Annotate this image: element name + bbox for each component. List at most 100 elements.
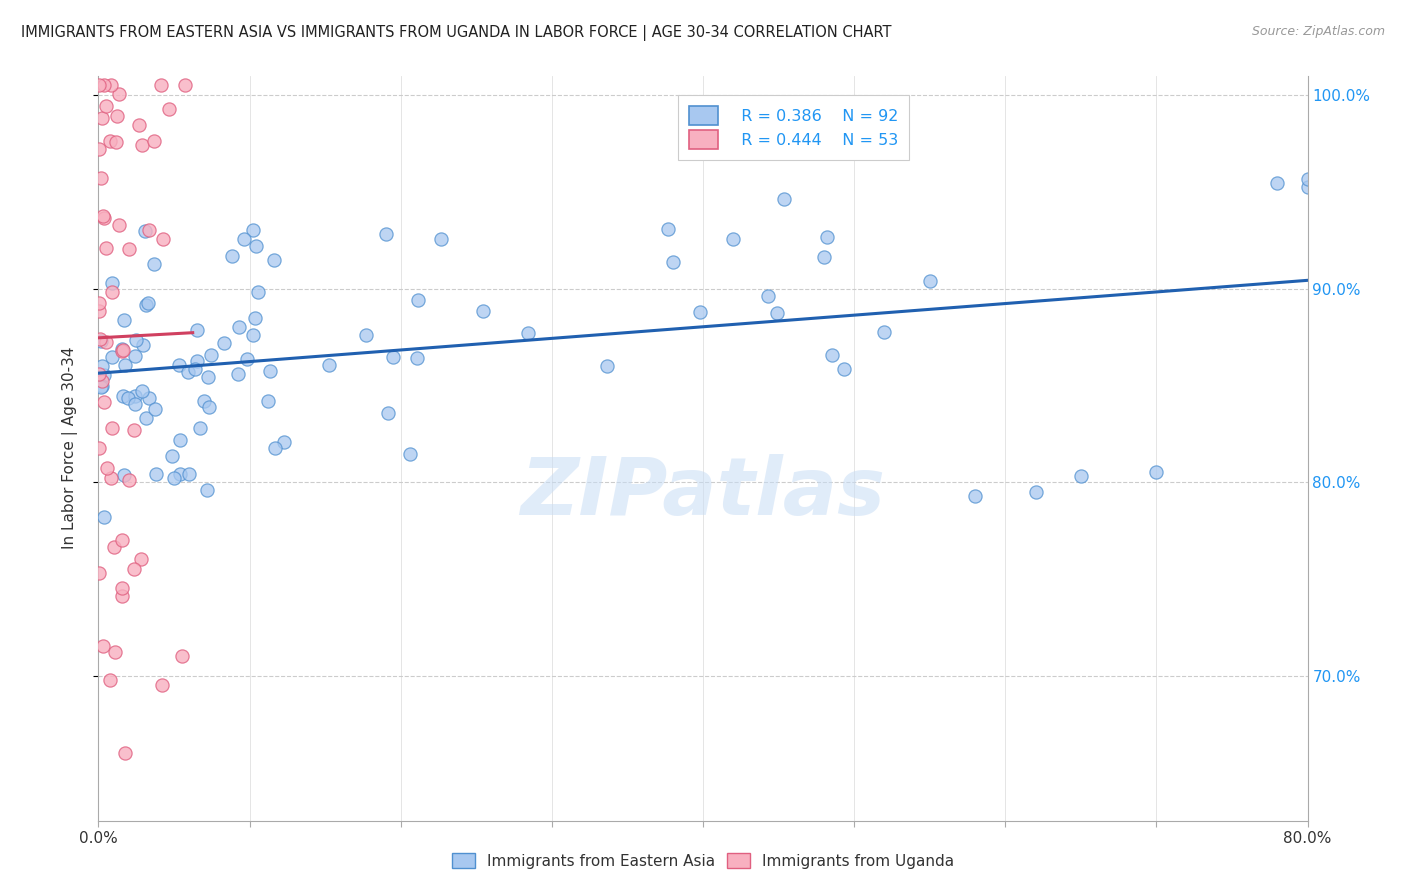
Point <box>198 401 221 415</box>
Point <box>100 471 122 485</box>
Point <box>142 134 165 148</box>
Point <box>377 406 399 420</box>
Point <box>96 334 118 349</box>
Point <box>89 367 111 381</box>
Point <box>169 358 191 372</box>
Point <box>89 78 111 93</box>
Point <box>195 483 218 497</box>
Point <box>1296 172 1319 186</box>
Point <box>163 471 186 485</box>
Point <box>114 358 136 372</box>
Point <box>135 411 157 425</box>
Point <box>135 297 157 311</box>
Point <box>1070 469 1092 483</box>
Point <box>354 327 377 342</box>
Point <box>89 143 111 157</box>
Point <box>236 352 259 367</box>
Point <box>98 134 121 148</box>
Point <box>157 102 180 116</box>
Point <box>138 223 160 237</box>
Point <box>177 467 200 482</box>
Point <box>122 562 145 576</box>
Point <box>101 420 124 434</box>
Point <box>177 365 200 379</box>
Point <box>89 296 111 310</box>
Text: IMMIGRANTS FROM EASTERN ASIA VS IMMIGRANTS FROM UGANDA IN LABOR FORCE | AGE 30-3: IMMIGRANTS FROM EASTERN ASIA VS IMMIGRAN… <box>21 25 891 41</box>
Point <box>90 379 112 393</box>
Point <box>657 222 679 236</box>
Point <box>124 423 146 437</box>
Point <box>773 192 796 206</box>
Point <box>242 223 264 237</box>
Point <box>90 171 112 186</box>
Point <box>89 333 111 347</box>
Point <box>117 473 139 487</box>
Point <box>184 362 207 376</box>
Point <box>405 351 427 365</box>
Point <box>228 319 250 334</box>
Point <box>689 305 711 319</box>
Point <box>1296 180 1319 194</box>
Point <box>226 367 249 381</box>
Point <box>89 442 111 456</box>
Point <box>918 274 941 288</box>
Point <box>118 242 141 256</box>
Point <box>91 374 114 388</box>
Point <box>124 396 146 410</box>
Point <box>766 305 789 319</box>
Point <box>101 277 124 291</box>
Point <box>873 325 896 339</box>
Point <box>246 285 269 300</box>
Point <box>100 78 122 93</box>
Point <box>406 293 429 307</box>
Point <box>169 433 191 447</box>
Point <box>111 582 134 596</box>
Point <box>257 393 280 408</box>
Point <box>193 393 215 408</box>
Point <box>136 296 159 310</box>
Point <box>221 249 243 263</box>
Point <box>103 540 125 554</box>
Point <box>399 447 422 461</box>
Point <box>94 99 117 113</box>
Point <box>1024 484 1046 499</box>
Point <box>91 639 114 653</box>
Point <box>93 211 115 226</box>
Point <box>117 391 139 405</box>
Text: ZIPatlas: ZIPatlas <box>520 454 886 532</box>
Point <box>1267 177 1289 191</box>
Point <box>101 285 124 300</box>
Point <box>112 313 135 327</box>
Point <box>134 223 156 237</box>
Point <box>124 349 146 363</box>
Point <box>111 343 134 358</box>
Point <box>89 304 111 318</box>
Point <box>93 78 115 93</box>
Point <box>212 336 235 351</box>
Point <box>188 420 211 434</box>
Point <box>129 552 152 566</box>
Point <box>143 402 166 417</box>
Point <box>89 566 111 580</box>
Point <box>138 391 160 405</box>
Point <box>472 303 495 318</box>
Point <box>90 112 112 126</box>
Y-axis label: In Labor Force | Age 30-34: In Labor Force | Age 30-34 <box>62 347 77 549</box>
Point <box>375 227 398 241</box>
Point <box>131 338 153 352</box>
Point <box>382 350 405 364</box>
Point <box>107 219 129 233</box>
Point <box>197 369 219 384</box>
Point <box>91 209 114 223</box>
Point <box>318 358 340 372</box>
Point <box>245 239 267 253</box>
Point <box>815 230 838 244</box>
Point <box>124 389 146 403</box>
Point <box>595 359 617 373</box>
Point <box>429 232 451 246</box>
Point <box>152 232 174 246</box>
Point <box>661 254 683 268</box>
Point <box>100 673 122 687</box>
Point <box>145 467 167 481</box>
Point <box>96 460 118 475</box>
